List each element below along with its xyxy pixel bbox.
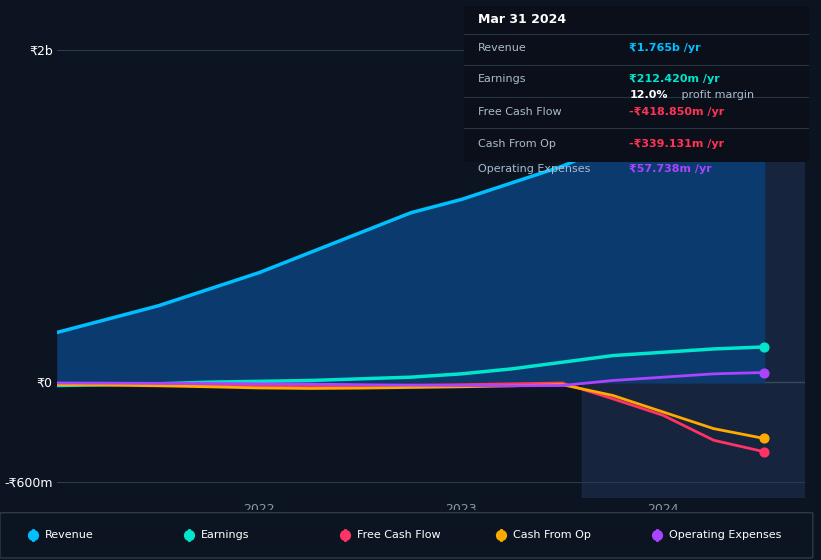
Text: Free Cash Flow: Free Cash Flow: [478, 107, 562, 117]
Text: Operating Expenses: Operating Expenses: [478, 164, 590, 174]
Point: [758, 85, 771, 94]
Text: Earnings: Earnings: [478, 74, 526, 85]
Point: [758, 343, 771, 352]
Point: [758, 434, 771, 443]
Text: profit margin: profit margin: [677, 90, 754, 100]
Point: [650, 530, 663, 539]
Point: [26, 530, 39, 539]
Bar: [582, 17, 805, 498]
Text: Free Cash Flow: Free Cash Flow: [357, 530, 441, 540]
Text: Revenue: Revenue: [478, 43, 526, 53]
Point: [758, 368, 771, 377]
Text: -₹418.850m /yr: -₹418.850m /yr: [630, 107, 725, 117]
Point: [494, 530, 507, 539]
Text: Cash From Op: Cash From Op: [478, 138, 556, 148]
Text: 12.0%: 12.0%: [630, 90, 667, 100]
Text: Revenue: Revenue: [45, 530, 94, 540]
Point: [182, 530, 195, 539]
Text: ₹1.765b /yr: ₹1.765b /yr: [630, 43, 701, 53]
Text: ₹57.738m /yr: ₹57.738m /yr: [630, 164, 712, 174]
Text: Cash From Op: Cash From Op: [513, 530, 591, 540]
Point: [338, 530, 351, 539]
Text: Earnings: Earnings: [201, 530, 250, 540]
Text: Mar 31 2024: Mar 31 2024: [478, 13, 566, 26]
Point: [758, 447, 771, 456]
Text: ₹212.420m /yr: ₹212.420m /yr: [630, 74, 720, 85]
Text: Operating Expenses: Operating Expenses: [669, 530, 782, 540]
Text: -₹339.131m /yr: -₹339.131m /yr: [630, 138, 724, 148]
